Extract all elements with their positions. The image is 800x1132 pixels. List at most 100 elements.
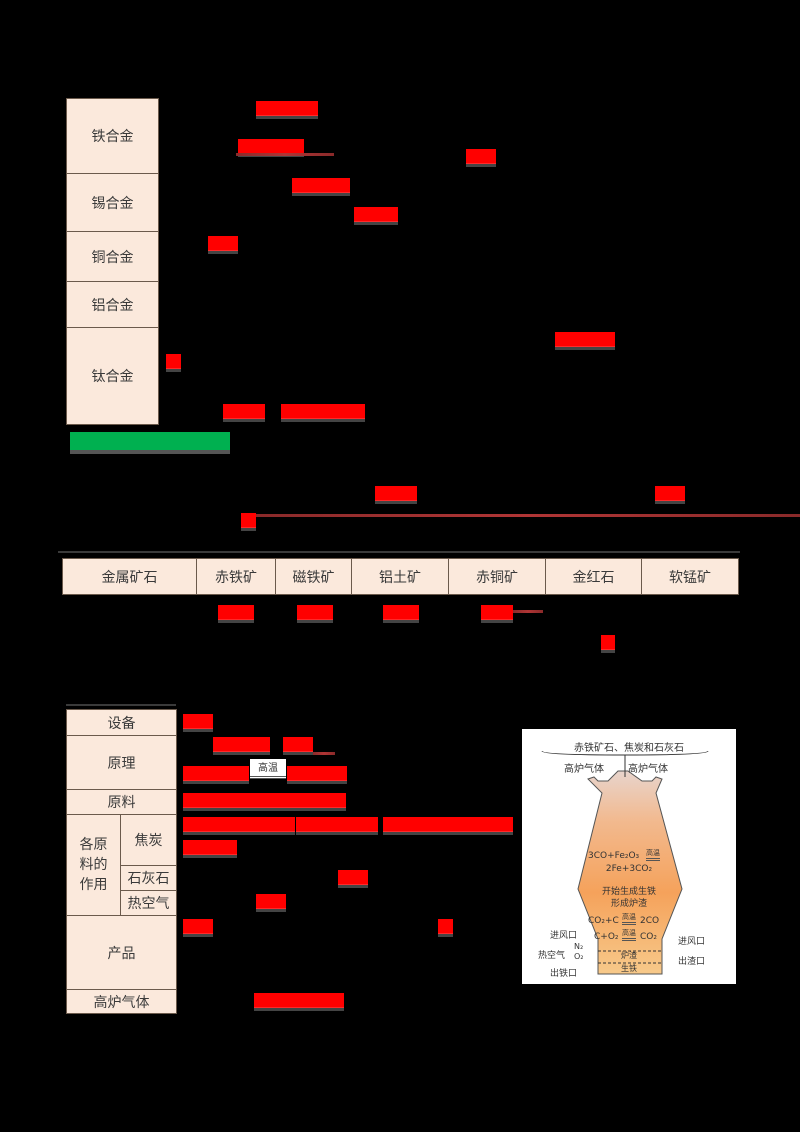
answer-limestone-role: 造渣: [338, 870, 368, 885]
answer-coke-role-3: ①提供热量(燃烧)②: [383, 817, 513, 832]
answer-compound: 化合物: [375, 486, 417, 501]
answer-magnetite-formula: Fe₃O₄: [297, 605, 333, 620]
answer-principle-reductant: 一氧化碳: [213, 737, 270, 752]
ore-header: 金属矿石: [101, 569, 158, 586]
alloy-copper-cell: 铜合金: [66, 231, 159, 282]
answer-gold: 金: [241, 513, 256, 528]
alloy-label: 铝合金: [91, 297, 134, 314]
answer-pig-iron-carbon: 2%~4.3%: [256, 101, 318, 116]
furnace-gas-left: 高炉气体: [564, 764, 604, 775]
eq-condition-high-temp: 高温: [250, 759, 286, 779]
furnace-subrow-limestone: 石灰石: [120, 865, 177, 891]
answer-hematite-formula: Fe₂O₃: [218, 605, 254, 620]
group-label-line: 各原: [79, 837, 108, 853]
answer-bronze: 青铜: [208, 236, 238, 251]
answer-principle-action: 还原: [283, 737, 313, 752]
furnace-n2: N₂: [574, 942, 584, 951]
ore-header-cell: 磁铁矿: [275, 558, 352, 595]
alloy-label: 铜合金: [91, 249, 134, 266]
row-label: 高炉气体: [93, 994, 150, 1011]
answer-coke-role-line2: 生成CO: [183, 840, 237, 855]
answer-eq-right: 2Fe+3CO₂: [287, 766, 347, 781]
furnace-right-inlet: 进风口: [678, 937, 706, 947]
group-label-line: 作用: [79, 877, 108, 893]
ore-header-cell: 金属矿石: [62, 558, 197, 595]
ore-header: 软锰矿: [669, 569, 711, 586]
furnace-row-equipment: 设备: [66, 709, 177, 736]
furnace-eq2-left: CO₂+C: [588, 916, 619, 926]
furnace-row-product: 产品: [66, 915, 177, 990]
alloy-aluminum-cell: 铝合金: [66, 281, 159, 328]
answer-underline: [313, 752, 335, 755]
alloy-label: 锡合金: [91, 195, 134, 212]
blast-furnace-diagram: 赤铁矿石、焦炭和石灰石 高炉气体 高炉气体 3CO+Fe₂O₃ 高温 2Fe+3…: [522, 729, 736, 984]
furnace-left-inlet: 进风口: [550, 931, 578, 941]
answer-eq-left: Fe₂O₃+3CO: [183, 766, 249, 781]
furnace-slag-outlet: 出渣口: [678, 957, 706, 967]
furnace-eq3-left: C+O₂: [594, 932, 619, 942]
answer-steel-carbon: 0.03%~2%: [238, 139, 304, 154]
answer-tin-use: 焊接金属: [354, 207, 398, 222]
section-heading-smelting: 知识点二 金属的冶炼: [70, 432, 230, 450]
furnace-gas-right: 高炉气体: [628, 764, 668, 775]
alloy-label: 铁合金: [91, 129, 134, 145]
ore-header: 铝土矿: [379, 569, 421, 586]
furnace-eq1-right: 2Fe+3CO₂: [605, 864, 653, 874]
ore-header: 磁铁矿: [292, 569, 335, 586]
ore-header-cell: 金红石: [545, 558, 642, 595]
furnace-iron-outlet: 出铁口: [550, 969, 578, 979]
row-label: 设备: [107, 715, 136, 732]
row-sublabel: 石灰石: [127, 871, 170, 887]
furnace-eq2-right: 2CO: [640, 916, 660, 926]
answer-materials: 赤铁矿石、焦炭、石灰石: [183, 793, 346, 808]
furnace-hot-air: 热空气: [538, 951, 566, 961]
row-label: 原料: [107, 795, 136, 811]
answer-coke-role-1: ①提供热量(燃烧): [183, 817, 295, 832]
row-label: 原理: [107, 755, 136, 772]
furnace-subrow-hot-air: 热空气: [120, 890, 177, 916]
furnace-input-label: 赤铁矿石、焦炭和石灰石: [574, 743, 684, 754]
answer-product: 生铁: [183, 919, 213, 934]
answer-bauxite-formula: Al₂O₃: [383, 605, 419, 620]
ore-header-cell: 赤铜矿: [448, 558, 546, 595]
answer-titanium-use1: 人造骨: [223, 404, 265, 419]
answer-titanium-use2: 航空航天、化工: [281, 404, 365, 419]
answer-furnace-gas: N₂、CO、CO₂: [254, 993, 344, 1008]
alloy-iron-cell: 铁合金: [66, 98, 159, 174]
answer-titanium-prop: 抗腐蚀性能: [555, 332, 615, 347]
answer-equipment: 高炉: [183, 714, 213, 729]
furnace-row-gas: 高炉气体: [66, 989, 177, 1014]
ore-header: 赤铜矿: [476, 569, 518, 586]
furnace-zone-text-1: 开始生成生铁: [601, 887, 656, 897]
ore-header-cell: 软锰矿: [641, 558, 739, 595]
answer-underline: [256, 514, 800, 517]
furnace-shape-icon: [541, 750, 709, 975]
answer-element: 单质: [655, 486, 685, 501]
furnace-eq3-right: CO₂: [640, 932, 657, 942]
answer-underline: [236, 153, 334, 156]
furnace-subrow-coke: 焦炭: [120, 814, 177, 866]
furnace-o2: O₂: [574, 952, 584, 961]
furnace-eq2-cond: 高温: [622, 912, 636, 925]
answer-steel-label: 生铁: [466, 149, 496, 164]
alloy-tin-cell: 锡合金: [66, 173, 159, 232]
furnace-eq1-cond: 高温: [646, 848, 660, 861]
table-top-border: [58, 551, 740, 553]
group-label-line: 料的: [79, 857, 108, 873]
answer-underline: [513, 610, 543, 613]
row-sublabel: 焦炭: [134, 833, 163, 849]
furnace-slag: 炉渣: [621, 951, 637, 960]
ore-header: 赤铁矿: [215, 569, 257, 586]
answer-product-2: 渣: [438, 919, 453, 934]
row-sublabel: 热空气: [127, 896, 170, 912]
answer-titanium-char: 好: [166, 354, 181, 369]
furnace-row-roles-group: 各原 料的 作用: [66, 814, 121, 916]
furnace-pig-iron: 生铁: [621, 964, 637, 973]
row-label: 产品: [107, 945, 136, 962]
furnace-eq1-left: 3CO+Fe₂O₃: [588, 851, 640, 861]
answer-tin-note: 熔点低: [292, 178, 350, 193]
furnace-eq3-cond: 高温: [622, 928, 636, 941]
answer-ti: Ti: [601, 635, 615, 650]
furnace-row-materials: 原料: [66, 789, 177, 815]
ore-header-cell: 铝土矿: [351, 558, 449, 595]
